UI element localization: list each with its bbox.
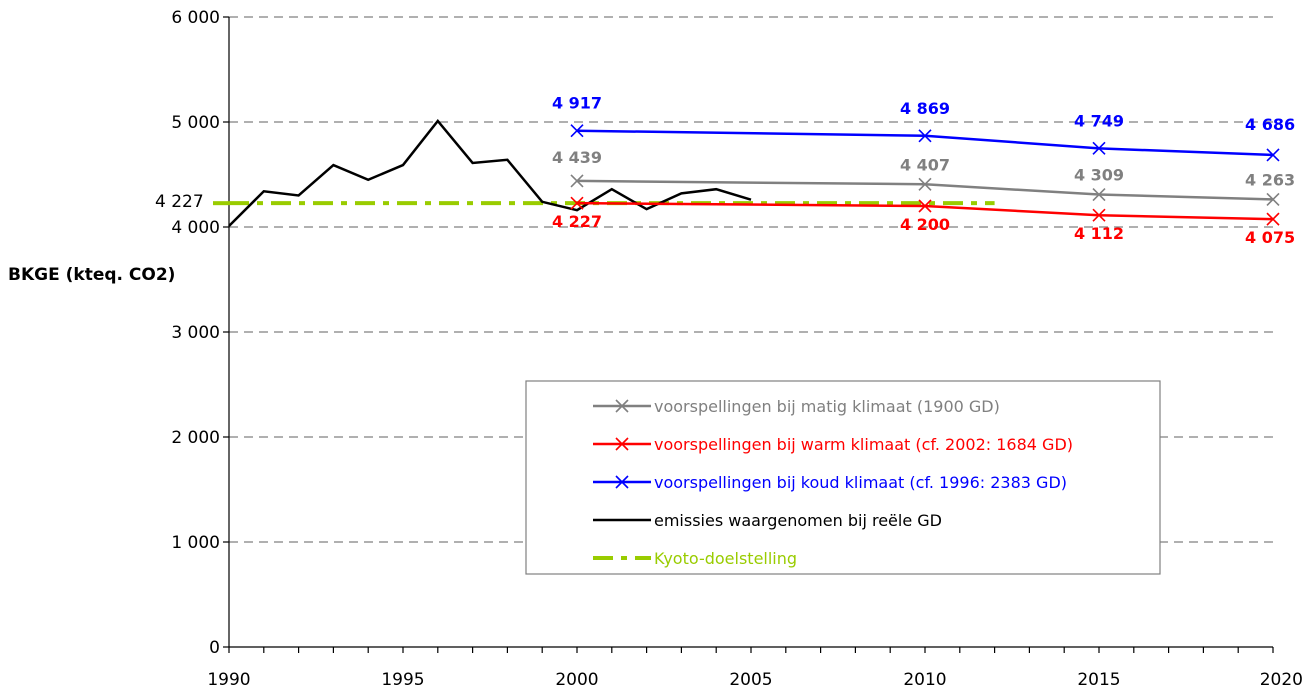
data-label-2-2: 4 749 — [1074, 111, 1124, 130]
series-0-marker-0 — [570, 174, 584, 188]
x-tick-labels: 1990 1995 2000 2005 2010 2015 2020 — [207, 670, 1303, 690]
y-tick-label-3: 3 000 — [171, 323, 220, 343]
y-tick-label-2: 2 000 — [171, 428, 220, 448]
legend-label-0: voorspellingen bij matig klimaat (1900 G… — [654, 397, 1000, 416]
series-1-marker-2 — [1092, 208, 1106, 222]
legend-label-3: emissies waargenomen bij reële GD — [654, 511, 942, 530]
x-tick-label-2: 2000 — [555, 670, 598, 690]
series-line-0 — [576, 179, 1274, 201]
y-tick-label-6: 6 000 — [171, 8, 220, 28]
data-label-0-3: 4 263 — [1245, 170, 1295, 189]
legend-marker-2 — [615, 475, 629, 489]
y-tick-label-5: 5 000 — [171, 113, 220, 133]
series-line-2 — [576, 129, 1274, 157]
x-tick-label-1: 1995 — [381, 670, 424, 690]
series-2-marker-3 — [1266, 148, 1280, 162]
y-tick-label-4: 4 000 — [171, 218, 220, 238]
x-tick-label-4: 2010 — [903, 670, 946, 690]
series-lines — [228, 118, 1280, 227]
series-2-marker-1 — [918, 129, 932, 143]
data-label-1-2: 4 112 — [1074, 224, 1124, 243]
axes — [223, 16, 1274, 653]
series-0-marker-2 — [1092, 187, 1106, 202]
data-labels: 4 439 4 407 4 309 4 263 4 227 4 200 4 112 4 075… — [552, 94, 1295, 247]
data-label-2-0: 4 917 — [552, 94, 602, 113]
series-1-marker-0 — [570, 196, 584, 210]
legend-marker-0 — [615, 399, 629, 413]
legend-marker-1 — [615, 437, 629, 451]
data-label-2-3: 4 686 — [1245, 115, 1295, 134]
data-label-0-0: 4 439 — [552, 148, 602, 167]
legend-box — [525, 380, 1161, 575]
legend-label-4: Kyoto-doelstelling — [654, 549, 797, 568]
series-1-marker-3 — [1266, 212, 1280, 226]
y-tick-label-0: 0 — [209, 638, 220, 658]
y-tick-labels: 0 1 000 2 000 3 000 4 000 5 000 6 000 — [171, 8, 220, 658]
series-1-marker-1 — [918, 199, 932, 213]
legend-label-1: voorspellingen bij warm klimaat (cf. 200… — [654, 435, 1073, 454]
data-label-1-1: 4 200 — [900, 215, 950, 234]
x-tick-label-5: 2015 — [1077, 670, 1120, 690]
series-2-marker-0 — [570, 124, 584, 138]
legend: voorspellingen bij matig klimaat (1900 G… — [525, 380, 1161, 575]
series-line-3 — [228, 118, 752, 227]
data-label-0-2: 4 309 — [1074, 166, 1124, 185]
series-2-marker-2 — [1092, 141, 1106, 155]
data-label-0-1: 4 407 — [900, 155, 950, 174]
series-0-marker-1 — [918, 177, 932, 191]
y-tick-label-1: 1 000 — [171, 533, 220, 553]
series-0-marker-3 — [1266, 192, 1280, 206]
y-axis-label: BKGE (kteq. CO2) — [8, 265, 175, 285]
x-tick-label-6: 2020 — [1260, 670, 1303, 690]
legend-label-2: voorspellingen bij koud klimaat (cf. 199… — [654, 473, 1067, 492]
data-label-1-3: 4 075 — [1245, 228, 1295, 247]
kyoto-value-label: 4 227 — [155, 192, 204, 212]
data-label-2-1: 4 869 — [900, 99, 950, 118]
x-tick-label-3: 2005 — [729, 670, 772, 690]
data-label-1-0: 4 227 — [552, 212, 602, 231]
series-line-1 — [576, 201, 1274, 221]
x-tick-label-0: 1990 — [207, 670, 250, 690]
